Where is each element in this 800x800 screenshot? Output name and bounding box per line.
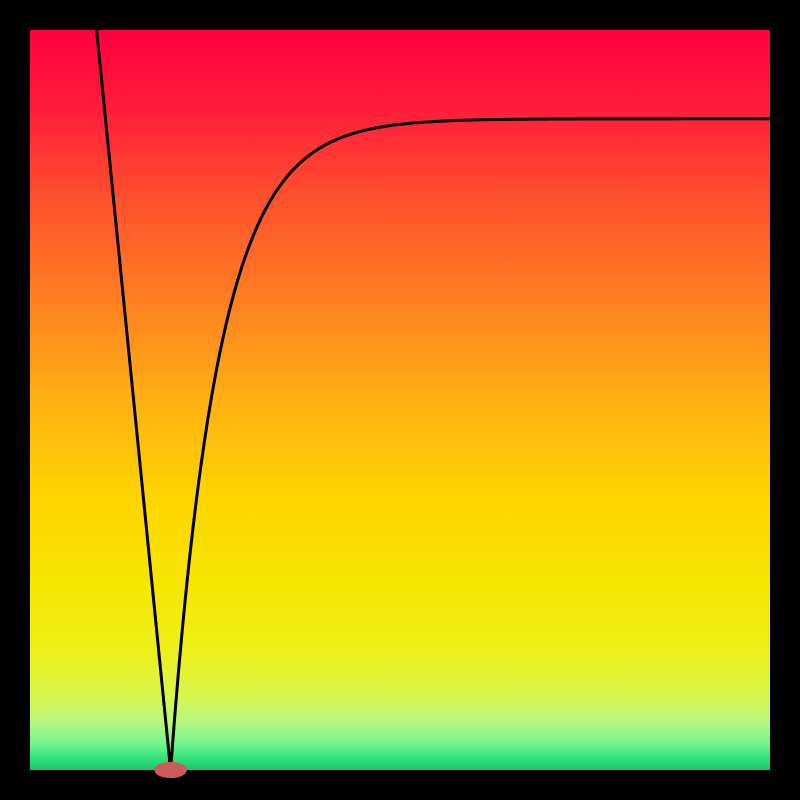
- plot-area: [30, 30, 770, 770]
- chart-container: { "watermark": { "text": "TheBottleneck.…: [0, 0, 800, 800]
- vertex-marker: [154, 762, 187, 778]
- bottleneck-chart-svg: [0, 0, 800, 800]
